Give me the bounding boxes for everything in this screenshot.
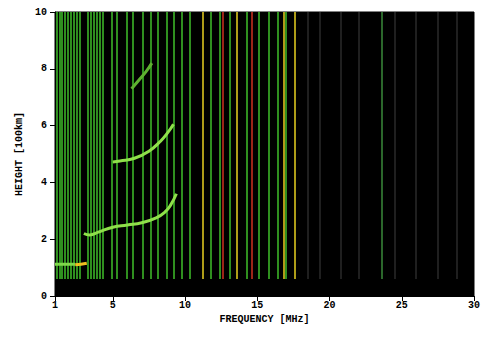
svg-text:25: 25: [396, 300, 408, 311]
svg-text:10: 10: [179, 300, 191, 311]
svg-text:15: 15: [251, 300, 263, 311]
svg-text:FREQUENCY [MHz]: FREQUENCY [MHz]: [219, 314, 309, 325]
svg-text:4: 4: [41, 177, 47, 188]
svg-text:6: 6: [41, 120, 47, 131]
svg-text:8: 8: [41, 63, 47, 74]
svg-text:2: 2: [41, 234, 47, 245]
svg-text:30: 30: [468, 300, 480, 311]
svg-text:1: 1: [52, 300, 58, 311]
svg-text:HEIGHT [100km]: HEIGHT [100km]: [14, 112, 25, 196]
svg-text:20: 20: [324, 300, 336, 311]
svg-text:0: 0: [41, 291, 47, 302]
svg-text:10: 10: [35, 7, 47, 18]
svg-text:5: 5: [110, 300, 116, 311]
